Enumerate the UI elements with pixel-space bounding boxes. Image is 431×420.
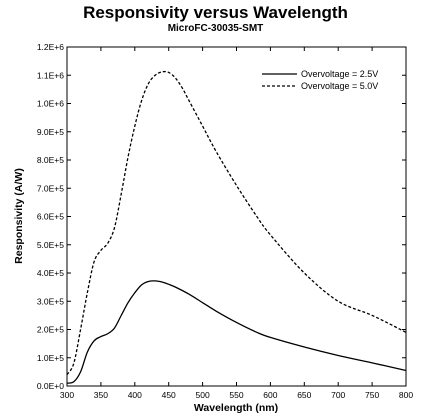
x-tick-label: 500 bbox=[196, 390, 210, 400]
y-tick-label: 1.0E+5 bbox=[37, 353, 64, 363]
legend: Overvoltage = 2.5V Overvoltage = 5.0V bbox=[262, 69, 378, 91]
legend-label-series-2: Overvoltage = 5.0V bbox=[301, 81, 378, 91]
legend-label-series-1: Overvoltage = 2.5V bbox=[301, 69, 378, 79]
x-tick-label: 800 bbox=[399, 390, 413, 400]
y-tick-label: 5.0E+5 bbox=[37, 240, 64, 250]
y-tick-label: 4.0E+5 bbox=[37, 268, 64, 278]
y-tick-label: 3.0E+5 bbox=[37, 296, 64, 306]
x-tick-label: 750 bbox=[365, 390, 379, 400]
y-tick-label: 1.2E+6 bbox=[37, 42, 64, 52]
y-tick-label: 1.0E+6 bbox=[37, 99, 64, 109]
chart-subtitle: MicroFC-30035-SMT bbox=[167, 23, 264, 34]
x-tick-label: 650 bbox=[297, 390, 311, 400]
x-tick-label: 700 bbox=[331, 390, 345, 400]
x-tick-label: 600 bbox=[263, 390, 277, 400]
series-lines bbox=[66, 70, 407, 384]
x-tick-label: 550 bbox=[229, 390, 243, 400]
y-axis-ticks: 0.0E+0 1.0E+5 2.0E+5 3.0E+5 4.0E+5 5.0E+5 6.0E… bbox=[37, 42, 406, 391]
chart-title: Responsivity versus Wavelength bbox=[83, 3, 348, 22]
x-axis-ticks: 300 350 400 450 500 550 600 650 700 750 800 bbox=[60, 47, 413, 400]
x-tick-label: 400 bbox=[128, 390, 142, 400]
x-tick-label: 450 bbox=[162, 390, 176, 400]
y-tick-label: 7.0E+5 bbox=[37, 183, 64, 193]
plot-frame bbox=[66, 46, 407, 387]
x-axis-title: Wavelength (nm) bbox=[194, 402, 278, 414]
y-tick-label: 6.0E+5 bbox=[37, 212, 64, 222]
y-tick-label: 0.0E+0 bbox=[37, 381, 64, 391]
y-axis-title: Responsivity (A/W) bbox=[13, 168, 25, 264]
y-tick-label: 2.0E+5 bbox=[37, 325, 64, 335]
y-tick-label: 8.0E+5 bbox=[37, 155, 64, 165]
x-tick-label: 350 bbox=[94, 390, 108, 400]
x-tick-label: 300 bbox=[60, 390, 74, 400]
series-line-2 bbox=[66, 70, 407, 376]
y-tick-label: 9.0E+5 bbox=[37, 127, 64, 137]
y-tick-label: 1.1E+6 bbox=[37, 70, 64, 80]
series-line-1 bbox=[66, 280, 407, 384]
